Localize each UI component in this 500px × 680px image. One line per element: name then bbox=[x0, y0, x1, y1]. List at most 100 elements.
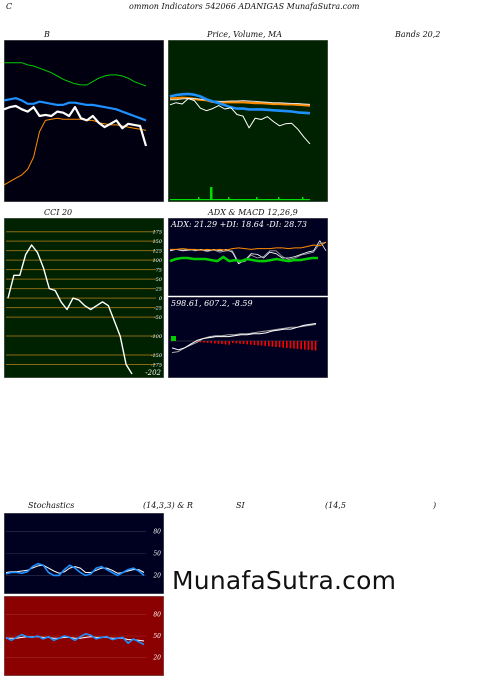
macd-histogram-bar bbox=[224, 341, 227, 345]
label-cci: CCI 20 bbox=[44, 208, 73, 217]
macd-histogram-bar bbox=[282, 341, 284, 348]
macd-histogram-bar bbox=[199, 341, 202, 343]
bands-lower-line bbox=[4, 117, 147, 186]
macd-histogram-bar bbox=[246, 341, 248, 345]
label-stoch-params: (14,3,3) & R bbox=[143, 501, 193, 510]
cci-tick-label: -100 bbox=[151, 334, 163, 340]
macd-histogram-bar bbox=[300, 341, 302, 350]
volume-bar bbox=[302, 197, 304, 200]
cci-last-value: -202 bbox=[145, 369, 161, 377]
volume-baseline bbox=[170, 199, 310, 201]
adx-band-line bbox=[170, 241, 327, 251]
price-volume-ma-chart bbox=[168, 40, 328, 202]
macd-histogram-bar bbox=[293, 341, 295, 349]
cci-tick-label: -150 bbox=[151, 353, 163, 359]
stoch-tick-label: 20 bbox=[152, 572, 161, 579]
macd-histogram-bar bbox=[196, 341, 198, 342]
macd-histogram-bar bbox=[307, 341, 310, 350]
macd-histogram-bar bbox=[235, 341, 238, 344]
macd-histogram-bar bbox=[268, 341, 270, 347]
price-ma-white-line bbox=[170, 98, 311, 105]
macd-histogram-bar bbox=[253, 341, 256, 345]
cci-line bbox=[7, 244, 133, 375]
adx-line bbox=[169, 255, 318, 263]
label-b: B bbox=[44, 30, 50, 39]
volume-bar bbox=[278, 197, 280, 200]
volume-bar bbox=[198, 197, 200, 200]
bands-middle-line bbox=[4, 97, 147, 122]
stochastics-chart: 80 50 20 bbox=[4, 513, 164, 594]
macd-histogram-bar bbox=[206, 341, 209, 343]
macd-histogram-bar bbox=[221, 341, 223, 345]
cci-tick-label: 0 bbox=[159, 296, 163, 302]
macd-histogram-bar bbox=[296, 341, 299, 349]
adx-values: ADX: 21.29 +DI: 18.64 -DI: 28.73 bbox=[171, 220, 307, 229]
macd-histogram-bar bbox=[260, 341, 263, 346]
stoch-k-line bbox=[5, 562, 145, 577]
macd-histogram-bar bbox=[210, 341, 212, 344]
stoch-tick-label: 50 bbox=[153, 551, 161, 558]
cci-tick-label: 150 bbox=[152, 239, 162, 245]
cci-tick-label: 50 bbox=[156, 277, 163, 283]
price-price-line bbox=[169, 98, 311, 145]
macd-histogram-bar bbox=[214, 341, 216, 344]
panel-background bbox=[4, 40, 164, 202]
cci-chart: 175 150 125 100 75 50 25 0 -25 -50 -100 -150 -175-20… bbox=[4, 218, 164, 378]
macd-histogram-bar bbox=[217, 341, 220, 344]
cci-tick-label: 100 bbox=[152, 258, 162, 264]
cci-tick-label: 25 bbox=[155, 287, 162, 293]
stoch-tick-label: 80 bbox=[153, 529, 161, 536]
macd-histogram-bar bbox=[278, 341, 281, 348]
label-rsi: SI bbox=[236, 501, 245, 510]
header-title: ommon Indicators 542066 ADANIGAS MunafaS… bbox=[129, 2, 360, 11]
rsi-line bbox=[5, 632, 145, 646]
volume-bar bbox=[228, 197, 230, 200]
macd-histogram-bar bbox=[257, 341, 259, 346]
label-bands: Bands 20,2 bbox=[395, 30, 441, 39]
label-rsi-close: ) bbox=[433, 501, 437, 510]
cci-tick-label: -50 bbox=[154, 315, 163, 321]
macd-histogram-bar bbox=[264, 341, 266, 346]
macd-histogram-bar bbox=[232, 341, 234, 343]
macd-histogram-bar bbox=[286, 341, 288, 348]
label-stoch: Stochastics bbox=[28, 501, 75, 510]
cci-tick-label: 175 bbox=[152, 230, 162, 236]
adx-chart bbox=[168, 218, 328, 296]
macd-histogram-bar bbox=[203, 341, 205, 343]
macd-line bbox=[171, 323, 317, 351]
rsi-tick-label: 20 bbox=[152, 655, 161, 662]
volume-bar bbox=[256, 197, 258, 200]
bollinger-bands-chart bbox=[4, 40, 164, 202]
macd-histogram-bar bbox=[304, 341, 306, 350]
panel-background bbox=[168, 40, 328, 202]
macd-histogram-bar bbox=[275, 341, 277, 347]
price-ma-blue-line bbox=[169, 92, 311, 115]
cci-tick-label: 125 bbox=[152, 249, 162, 255]
rsi-chart: 80 50 20 bbox=[4, 596, 164, 676]
macd-histogram-bar bbox=[242, 341, 245, 344]
macd-histogram-bar bbox=[289, 341, 292, 349]
cci-tick-label: -175 bbox=[151, 363, 162, 369]
macd-histogram-bar bbox=[171, 336, 176, 341]
label-price: Price, Volume, MA bbox=[207, 30, 283, 39]
macd-values: 598.61, 607.2, -8.59 bbox=[171, 299, 253, 308]
macd-signal-line bbox=[171, 323, 317, 354]
macd-histogram-bar bbox=[311, 341, 313, 351]
macd-histogram-bar bbox=[239, 341, 241, 344]
rsi-tick-label: 50 bbox=[153, 633, 161, 640]
label-adx-macd: ADX & MACD 12,26,9 bbox=[208, 208, 298, 217]
bands-upper-line bbox=[4, 62, 147, 87]
cci-tick-label: 75 bbox=[156, 268, 162, 274]
header-c: C bbox=[6, 2, 13, 11]
panel-background bbox=[168, 297, 328, 378]
macd-histogram-bar bbox=[314, 341, 317, 351]
macd-chart bbox=[168, 297, 328, 378]
cci-tick-label: -25 bbox=[154, 306, 162, 312]
macd-histogram-bar bbox=[271, 341, 274, 347]
bands-price-line bbox=[4, 104, 148, 147]
label-rsi-params: (14,5 bbox=[325, 501, 346, 510]
macd-histogram-bar bbox=[250, 341, 252, 345]
rsi-tick-label: 80 bbox=[153, 611, 161, 618]
macd-histogram-bar bbox=[228, 341, 230, 345]
volume-bar bbox=[210, 187, 213, 200]
